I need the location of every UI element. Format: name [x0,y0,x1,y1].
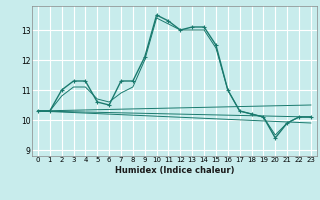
X-axis label: Humidex (Indice chaleur): Humidex (Indice chaleur) [115,166,234,175]
